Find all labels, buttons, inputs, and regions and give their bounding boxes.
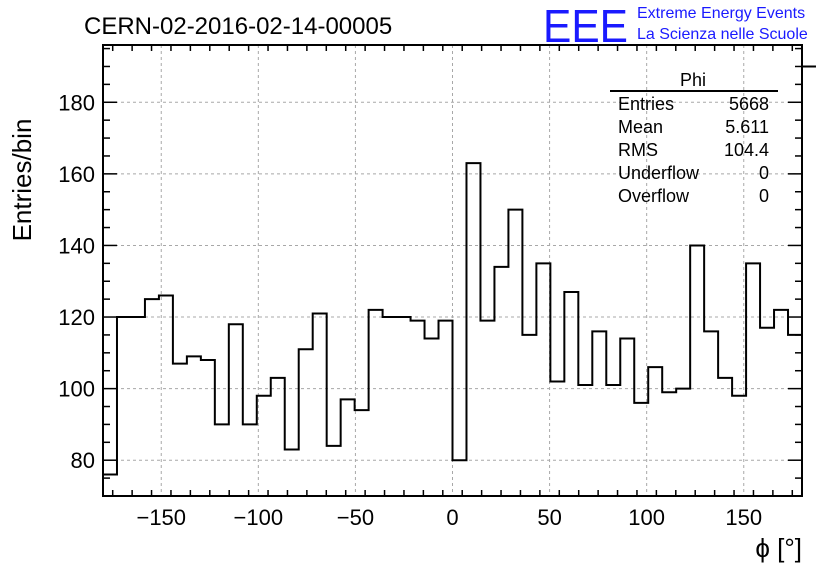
stats-entries-value: 5668 [729,94,769,114]
histogram-bin [494,267,508,496]
histogram-bin [173,364,187,496]
y-tick-label: 80 [71,448,95,473]
stats-underflow-value: 0 [759,163,769,183]
histogram-bin [662,392,676,496]
histogram-bin [285,449,299,496]
stats-underflow-label: Underflow [618,163,700,183]
x-tick-label: 0 [446,505,458,530]
histogram-bin [383,317,397,496]
histogram-bin [187,356,201,496]
histogram-bin [397,317,411,496]
grid-lines [103,45,802,496]
histogram-bin [355,410,369,496]
histogram-bin [313,313,327,496]
histogram-bin [732,396,746,496]
stats-box-title: Phi [680,70,706,90]
histogram-bin [676,389,690,496]
y-tick-label: 120 [58,305,95,330]
histogram-bin [550,381,564,496]
histogram-bin [480,321,494,496]
stats-mean-label: Mean [618,117,663,137]
histogram-bin [788,335,802,496]
histogram-outline [103,65,816,476]
histogram-bin [746,263,760,496]
histogram-bin [341,399,355,496]
histogram-bin [425,339,439,496]
histogram-bin [229,324,243,496]
histogram-bin [606,385,620,496]
histogram-bin [522,335,536,496]
stats-entries-label: Entries [618,94,674,114]
eee-logo: EEE Extreme Energy Events La Scienza nel… [543,0,808,52]
x-tick-label: 100 [628,505,665,530]
histogram-bin [215,424,229,496]
histogram-bin [201,360,215,496]
histogram-bin [564,292,578,496]
x-tick-label: −100 [234,505,284,530]
y-tick-label: 180 [58,90,95,115]
stats-rms-label: RMS [618,140,658,160]
histogram-bin [411,321,425,496]
histogram-bin [299,349,313,496]
histogram-bin [718,378,732,496]
histogram-bin [634,403,648,496]
logo-line-1: Extreme Energy Events [637,5,805,22]
histogram-bin [257,396,271,496]
histogram-bin [620,339,634,496]
stats-box: Phi Entries 5668 Mean 5.611 RMS 104.4 Un… [610,70,778,206]
y-tick-labels: 80 100 120 140 160 180 [58,90,95,473]
x-tick-label: −150 [136,505,186,530]
y-axis-label: Entries/bin [7,119,37,242]
logo-line-2: La Scienza nelle Scuole [637,26,808,43]
stats-overflow-value: 0 [759,186,769,206]
histogram-bin [439,321,453,496]
histogram-bin [690,245,704,496]
plot-frame [102,44,803,497]
x-tick-label: 50 [537,505,561,530]
stats-mean-value: 5.611 [725,117,769,137]
y-tick-label: 140 [58,233,95,258]
y-tick-label: 160 [58,162,95,187]
histogram-bin [271,378,285,496]
chart-title: CERN-02-2016-02-14-00005 [84,13,392,40]
eee-logo-mark: EEE [543,0,628,52]
histogram-bin [774,310,788,496]
stats-rms-value: 104.4 [724,140,769,160]
histogram-bin [131,317,145,496]
x-tick-label: −50 [337,505,374,530]
histogram-bin [648,367,662,496]
histogram-bin [145,299,159,496]
histogram-bin [117,317,131,496]
histogram-bins [103,66,816,496]
histogram-bin [536,263,550,496]
stats-overflow-label: Overflow [618,186,690,206]
histogram-bin [508,210,522,496]
x-tick-labels: −150 −100 −50 0 50 100 150 [136,505,762,530]
histogram-bin [466,163,480,496]
histogram-bin [802,66,816,496]
y-tick-label: 100 [58,377,95,402]
histogram-bin [369,310,383,496]
histogram-bin [760,328,774,496]
histogram-bin [578,385,592,496]
histogram-bin [704,331,718,496]
histogram-bin [453,460,467,496]
x-axis-label: ϕ [°] [755,533,802,563]
histogram-bin [327,446,341,496]
histogram-bin [592,331,606,496]
x-tick-label: 150 [725,505,762,530]
